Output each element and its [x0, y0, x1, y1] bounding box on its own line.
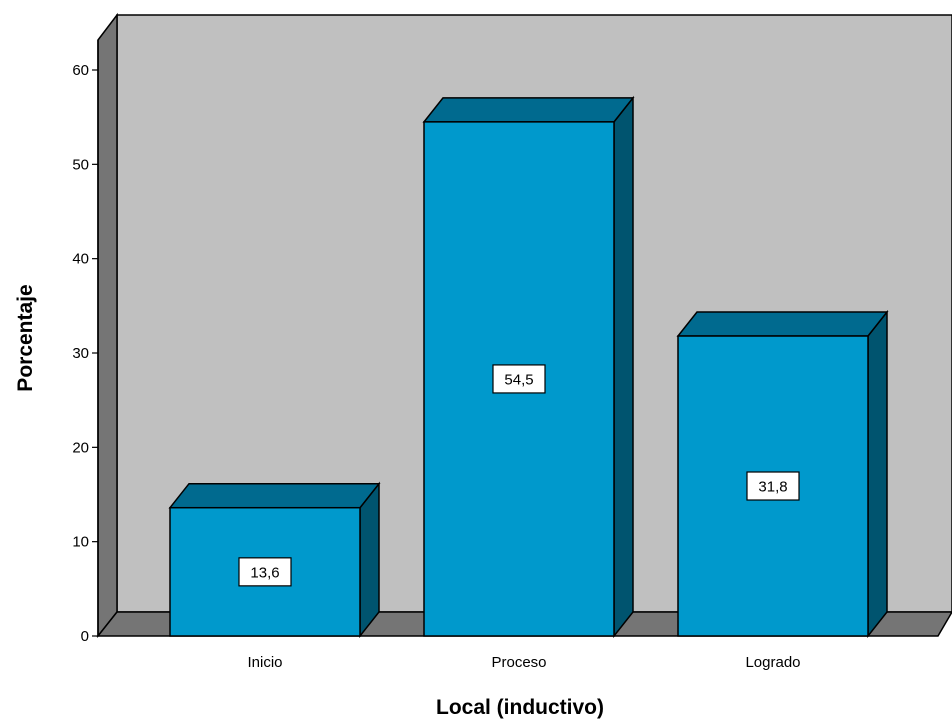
x-tick-label: Proceso — [491, 654, 546, 671]
x-tick-label: Inicio — [247, 654, 282, 671]
bar-side-face — [359, 481, 380, 639]
y-tick-label: 20 — [72, 439, 89, 456]
bar-proceso: 54,5 — [422, 95, 635, 639]
side-wall — [97, 12, 118, 639]
bar-top-face — [676, 311, 889, 337]
bar-inicio: 13,6 — [168, 481, 381, 639]
y-tick-label: 30 — [72, 345, 89, 362]
y-tick-label: 40 — [72, 251, 89, 268]
data-label-box — [492, 364, 546, 394]
data-label: 54,5 — [504, 371, 533, 388]
y-tick-label: 60 — [72, 62, 89, 79]
bar-side-face — [867, 309, 888, 639]
y-axis-title: Porcentaje — [14, 284, 37, 391]
y-tick-label: 10 — [72, 534, 89, 551]
x-tick-label: Logrado — [745, 654, 800, 671]
bar-top-face — [422, 97, 635, 123]
bars: 13,6 54,5 31,8 — [168, 95, 889, 639]
x-axis-labels: Inicio Proceso Logrado — [247, 654, 800, 671]
y-axis-ticks: 0 10 20 30 40 50 60 — [72, 62, 98, 645]
bar-logrado: 31,8 — [676, 309, 889, 639]
data-label: 31,8 — [758, 479, 787, 496]
y-tick-label: 50 — [72, 156, 89, 173]
x-axis-title: Local (inductivo) — [436, 696, 604, 719]
data-label-box — [238, 557, 292, 587]
bar-side-face — [613, 95, 634, 639]
data-label-box — [746, 471, 800, 501]
y-tick-label: 0 — [81, 628, 89, 645]
data-label: 13,6 — [250, 564, 279, 581]
bar-top-face — [168, 482, 381, 509]
